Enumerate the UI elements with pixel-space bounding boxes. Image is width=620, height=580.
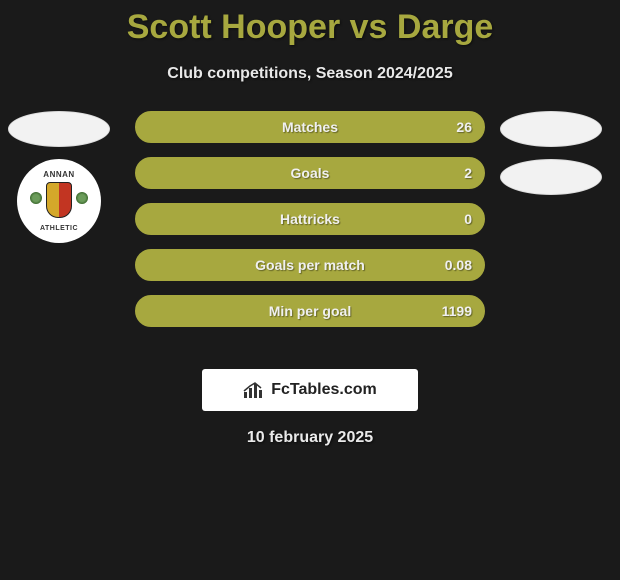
page-title: Scott Hooper vs Darge xyxy=(0,0,620,47)
crest-thistle-icon xyxy=(76,192,88,204)
brand-logo: FcTables.com xyxy=(202,369,418,411)
crest-text-top: ANNAN xyxy=(26,170,92,179)
stats-list: Matches26 Goals2 Hattricks0 Goals per match… xyxy=(135,111,485,327)
stat-row: Matches26 xyxy=(135,111,485,143)
stat-label: Hattricks xyxy=(136,211,484,227)
stat-value-right: 1199 xyxy=(442,303,472,319)
stat-label: Goals xyxy=(136,165,484,181)
crest-text-bottom: ATHLETIC xyxy=(26,225,92,232)
stat-value-right: 0.08 xyxy=(445,257,472,273)
player-left-avatar xyxy=(8,111,110,147)
stat-value-right: 2 xyxy=(464,165,472,181)
comparison-panel: ANNAN ATHLETIC Matches26Goals2Hattricks0… xyxy=(0,111,620,341)
stat-row: Goals2 xyxy=(135,157,485,189)
stat-label: Min per goal xyxy=(136,303,484,319)
stat-row: Goals per match0.08 xyxy=(135,249,485,281)
stat-row: Min per goal1199 xyxy=(135,295,485,327)
stat-value-right: 26 xyxy=(456,119,472,135)
brand-text: FcTables.com xyxy=(271,381,377,399)
stat-row: Hattricks0 xyxy=(135,203,485,235)
stat-label: Goals per match xyxy=(136,257,484,273)
crest-shield-icon xyxy=(46,182,72,218)
player-right-club-crest xyxy=(500,159,602,195)
player-left-column: ANNAN ATHLETIC xyxy=(4,111,114,243)
stat-label: Matches xyxy=(136,119,484,135)
crest-thistle-icon xyxy=(30,192,42,204)
player-left-club-crest: ANNAN ATHLETIC xyxy=(17,159,101,243)
player-right-avatar xyxy=(500,111,602,147)
stat-value-right: 0 xyxy=(464,211,472,227)
bar-chart-icon xyxy=(243,381,265,399)
date-label: 10 february 2025 xyxy=(0,429,620,447)
player-right-column xyxy=(496,111,606,195)
subtitle: Club competitions, Season 2024/2025 xyxy=(0,65,620,83)
